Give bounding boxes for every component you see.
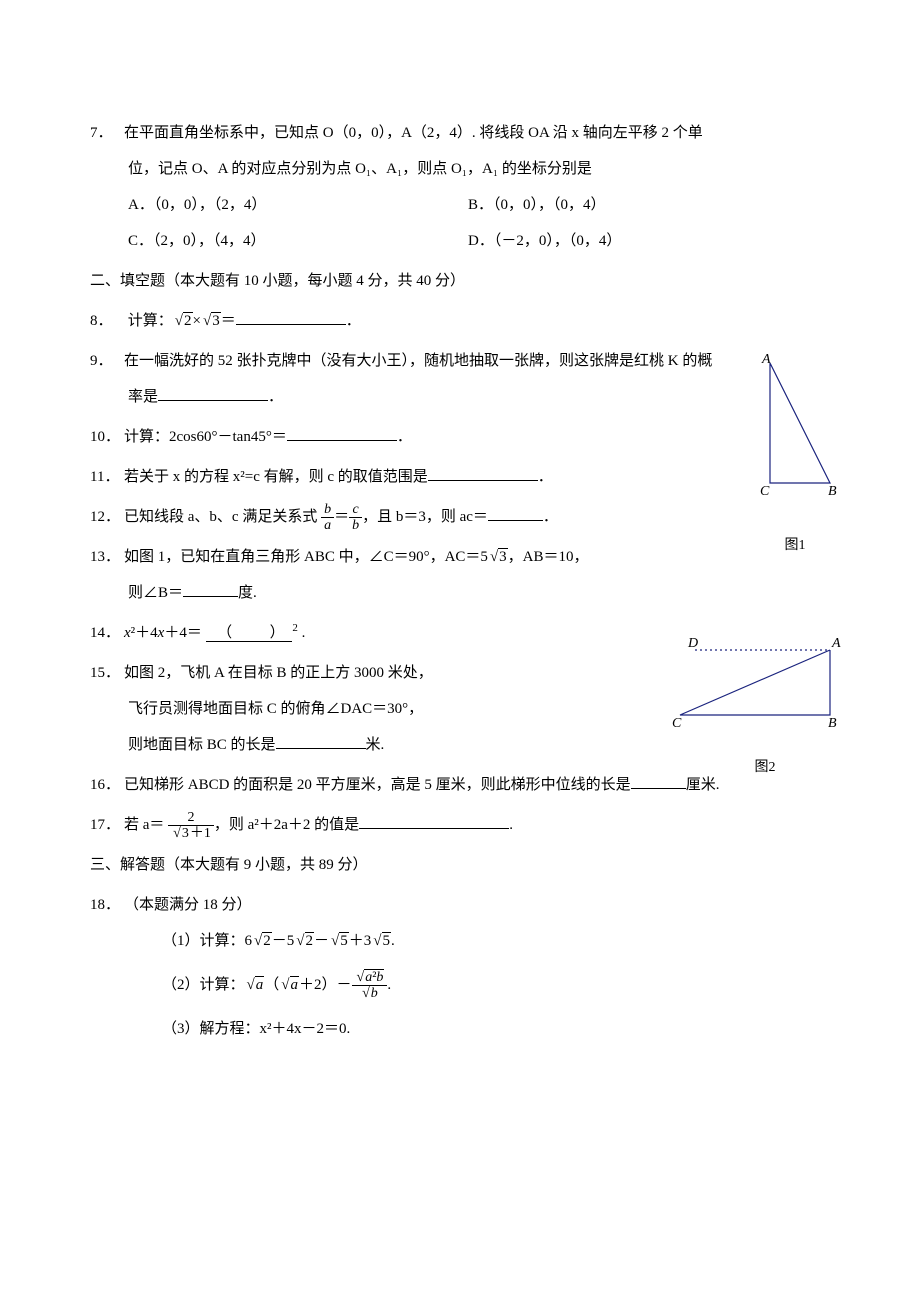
sqrt-icon: 2: [173, 303, 193, 339]
blank-field[interactable]: [287, 425, 397, 441]
sqrt-icon: 5: [329, 923, 349, 959]
blank-field[interactable]: [428, 465, 538, 481]
svg-text:A: A: [831, 636, 841, 651]
q7-line1: 在平面直角坐标系中，已知点 O（0，0），A（2，4）. 将线段 OA 沿 x …: [124, 125, 703, 141]
fraction: cb: [349, 502, 362, 534]
blank-field[interactable]: [158, 385, 268, 401]
question-10: 10．计算：2cos60°－tan45°＝．: [90, 419, 830, 455]
q8-pre: 计算：: [128, 313, 173, 329]
q17-pre: 若 a＝: [124, 817, 164, 833]
q13-num: 13．: [90, 539, 124, 575]
q15-l1: 如图 2，飞机 A 在目标 B 的正上方 3000 米处，: [124, 665, 433, 681]
sqrt-icon: a: [245, 967, 265, 1003]
q15-l3b: 米.: [366, 737, 385, 753]
blank-field[interactable]: [183, 581, 238, 597]
svg-text:C: C: [760, 484, 770, 499]
q9-num: 9．: [90, 343, 124, 379]
q18-part3: （3）解方程：x²＋4x－2＝0.: [90, 1011, 830, 1047]
section-2-header: 二、填空题（本大题有 10 小题，每小题 4 分，共 40 分）: [90, 263, 830, 299]
q16-num: 16．: [90, 767, 124, 803]
q13-l1a: 如图 1，已知在直角三角形 ABC 中，∠C＝90°，AC＝5: [124, 549, 488, 565]
question-17: 17．若 a＝ 23＋1，则 a²＋2a＋2 的值是.: [90, 807, 830, 843]
q9-line2: 率是: [128, 389, 158, 405]
q7-line2: 位，记点 O、A 的对应点分别为点 O₁、A₁，则点 O₁，A₁ 的坐标分别是: [90, 151, 830, 187]
q12-post: ，且 b＝3，则 ac＝: [362, 509, 488, 525]
blank-field[interactable]: [488, 505, 543, 521]
q17-mid: ，则 a²＋2a＋2 的值是: [214, 817, 359, 833]
blank-field[interactable]: [236, 309, 346, 325]
fraction: ba: [321, 502, 334, 534]
blank-field[interactable]: [359, 813, 509, 829]
q18-part2: （2）计算：a（a＋2）－a²bb.: [90, 967, 830, 1003]
q7-num: 7．: [90, 115, 124, 151]
figure-1: A C B 图1: [740, 353, 850, 563]
q18-header: （本题满分 18 分）: [124, 897, 252, 913]
q7-opt-a: A．（0，0），（2，4）: [128, 187, 468, 223]
q10-text: 计算：2cos60°－tan45°＝: [124, 429, 287, 445]
question-8: 8． 计算：2×3＝．: [90, 303, 830, 339]
svg-text:D: D: [687, 636, 698, 651]
svg-text:B: B: [828, 716, 837, 731]
svg-text:B: B: [828, 484, 837, 499]
q15-num: 15．: [90, 655, 124, 691]
sqrt-icon: 2: [294, 923, 314, 959]
q9-line1: 在一幅洗好的 52 张扑克牌中（没有大小王），随机地抽取一张牌，则这张牌是红桃 …: [124, 353, 712, 369]
q18-num: 18．: [90, 887, 124, 923]
q7-options: A．（0，0），（2，4） B．（0，0），（0，4） C．（2，0），（4，4…: [90, 187, 830, 259]
q8-num: 8．: [90, 303, 124, 339]
q10-num: 10．: [90, 419, 124, 455]
blank-field[interactable]: （ ）: [206, 625, 293, 642]
q12-num: 12．: [90, 499, 124, 535]
q13-l2a: 则∠B＝: [128, 585, 183, 601]
q13-l1b: ，AB＝10，: [508, 549, 589, 565]
q13-l2b: 度.: [238, 585, 257, 601]
q11-num: 11．: [90, 459, 124, 495]
svg-text:A: A: [761, 353, 771, 367]
section-3-header: 三、解答题（本大题有 9 小题，共 89 分）: [90, 847, 830, 883]
blank-field[interactable]: [276, 733, 366, 749]
question-12: 12．已知线段 a、b、c 满足关系式 ba＝cb，且 b＝3，则 ac＝．: [90, 499, 830, 535]
question-13: 13．如图 1，已知在直角三角形 ABC 中，∠C＝90°，AC＝53，AB＝1…: [90, 539, 830, 611]
sqrt-icon: 3: [201, 303, 221, 339]
q7-opt-c: C．（2，0），（4，4）: [128, 223, 468, 259]
sqrt-icon: a: [279, 967, 299, 1003]
question-9: 9．在一幅洗好的 52 张扑克牌中（没有大小王），随机地抽取一张牌，则这张牌是红…: [90, 343, 830, 415]
figure-2-label: 图2: [670, 751, 860, 785]
sqrt-icon: 3: [488, 539, 508, 575]
sqrt-icon: 2: [252, 923, 272, 959]
figure-1-label: 图1: [740, 529, 850, 563]
fraction: a²bb: [352, 970, 388, 1002]
q12-pre: 已知线段 a、b、c 满足关系式: [124, 509, 317, 525]
q16-pre: 已知梯形 ABCD 的面积是 20 平方厘米，高是 5 厘米，则此梯形中位线的长…: [124, 777, 631, 793]
question-7: 7．在平面直角坐标系中，已知点 O（0，0），A（2，4）. 将线段 OA 沿 …: [90, 115, 830, 259]
q15-l3a: 则地面目标 BC 的长是: [128, 737, 276, 753]
figure-2: D A C B 图2: [670, 635, 860, 785]
q7-opt-b: B．（0，0），（0，4）: [468, 187, 768, 223]
q17-num: 17．: [90, 807, 124, 843]
q7-opt-d: D．（－2，0），（0，4）: [468, 223, 768, 259]
q18-part1: （1）计算：62－52－5＋35.: [90, 923, 830, 959]
q11-text: 若关于 x 的方程 x²=c 有解，则 c 的取值范围是: [124, 469, 428, 485]
fraction: 23＋1: [168, 810, 214, 842]
question-18: 18．（本题满分 18 分） （1）计算：62－52－5＋35. （2）计算：a…: [90, 887, 830, 1047]
question-11: 11．若关于 x 的方程 x²=c 有解，则 c 的取值范围是．: [90, 459, 830, 495]
q14-num: 14．: [90, 615, 124, 651]
svg-text:C: C: [672, 716, 682, 731]
sqrt-icon: 5: [371, 923, 391, 959]
